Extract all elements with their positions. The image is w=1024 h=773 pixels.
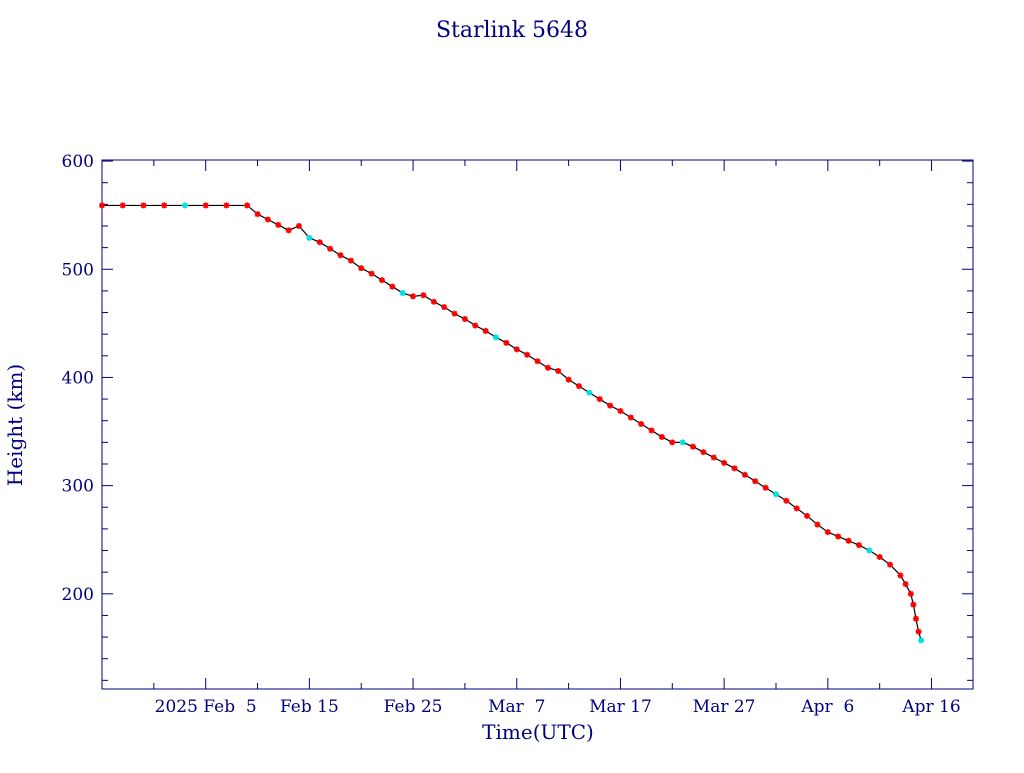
data-point <box>555 367 562 374</box>
data-point <box>140 202 147 209</box>
data-series <box>99 202 925 644</box>
data-point <box>410 293 417 300</box>
data-point <box>306 234 313 241</box>
data-point <box>804 512 811 519</box>
data-point <box>296 222 303 229</box>
x-tick-label: 2025 Feb 5 <box>155 697 257 717</box>
data-point <box>907 590 914 597</box>
data-point <box>648 427 655 434</box>
data-point <box>337 252 344 259</box>
data-point <box>161 202 168 209</box>
data-point <box>389 283 396 290</box>
data-point <box>617 407 624 414</box>
data-point <box>358 265 365 272</box>
data-point <box>524 351 531 358</box>
data-point <box>721 459 728 466</box>
plot-frame <box>101 159 974 690</box>
data-point <box>254 211 261 218</box>
data-point <box>915 628 922 635</box>
data-point <box>223 202 230 209</box>
y-tick-label: 600 <box>62 152 94 172</box>
data-point <box>119 202 126 209</box>
data-point <box>285 227 292 234</box>
data-point <box>902 581 909 588</box>
data-point <box>316 239 323 246</box>
data-point <box>503 339 510 346</box>
data-point <box>347 257 354 264</box>
data-point <box>700 449 707 456</box>
data-point <box>897 572 904 579</box>
data-point <box>575 383 582 390</box>
data-point <box>607 402 614 409</box>
data-point <box>731 465 738 472</box>
x-tick-label: Mar 17 <box>589 697 652 717</box>
data-point <box>866 547 873 554</box>
x-tick-label: Apr 16 <box>901 697 960 717</box>
data-point <box>275 221 282 228</box>
data-point <box>513 346 520 353</box>
data-point <box>264 216 271 223</box>
y-axis-label: Height (km) <box>3 364 27 486</box>
data-point <box>472 322 479 329</box>
y-tick-label: 200 <box>62 585 94 605</box>
data-point <box>772 491 779 498</box>
data-point <box>658 433 665 440</box>
data-point <box>482 327 489 334</box>
data-point <box>327 245 334 252</box>
data-point <box>202 202 209 209</box>
data-point <box>814 521 821 528</box>
data-point <box>378 277 385 284</box>
data-point <box>596 396 603 403</box>
data-point <box>544 364 551 371</box>
data-point <box>741 471 748 478</box>
data-point <box>855 542 862 549</box>
data-point <box>420 292 427 299</box>
data-point <box>762 484 769 491</box>
data-point <box>710 454 717 461</box>
data-point <box>910 601 917 608</box>
data-point <box>399 290 406 297</box>
x-tick-label: Apr 6 <box>800 697 854 717</box>
data-point <box>912 615 919 622</box>
data-point <box>627 414 634 421</box>
series-line <box>102 204 922 641</box>
data-point <box>99 202 105 209</box>
data-point <box>690 443 697 450</box>
x-axis-label: Time(UTC) <box>482 720 594 744</box>
x-tick-label: Feb 15 <box>280 697 339 717</box>
axis-ticks <box>101 160 973 689</box>
data-point <box>638 420 645 427</box>
data-point <box>368 270 375 277</box>
data-point <box>244 202 251 209</box>
y-tick-label: 300 <box>62 477 94 497</box>
data-point <box>835 533 842 540</box>
data-point <box>752 478 759 485</box>
y-tick-label: 400 <box>62 368 94 388</box>
x-tick-label: Mar 7 <box>488 697 545 717</box>
data-point <box>565 376 572 383</box>
y-tick-label: 500 <box>62 260 94 280</box>
data-point <box>679 439 686 446</box>
data-point <box>430 298 437 305</box>
data-point <box>918 637 925 644</box>
chart-title: Starlink 5648 <box>436 18 588 43</box>
x-tick-label: Feb 25 <box>384 697 443 717</box>
data-point <box>451 310 458 317</box>
data-point <box>887 561 894 568</box>
data-point <box>441 304 448 311</box>
data-point <box>845 537 852 544</box>
data-point <box>783 497 790 504</box>
data-point <box>534 358 541 365</box>
data-point <box>824 529 831 536</box>
data-point <box>793 505 800 512</box>
data-point <box>876 554 883 561</box>
data-point <box>493 334 500 341</box>
data-point <box>586 389 593 396</box>
x-tick-label: Mar 27 <box>693 697 756 717</box>
data-point <box>461 316 468 323</box>
axis-tick-labels: 2025 Feb 5 Feb 15 Feb 25 Mar 7 Mar 17 Mar 27 A… <box>62 152 961 717</box>
data-point <box>669 439 676 446</box>
data-point <box>181 202 188 209</box>
